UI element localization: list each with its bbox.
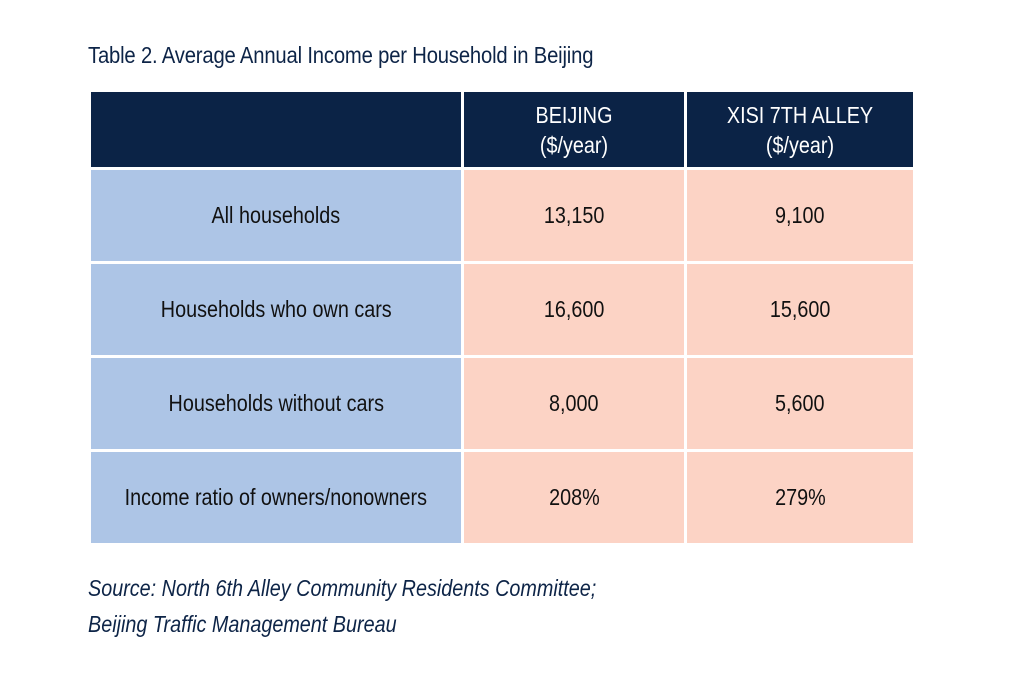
row-label-cell: All households bbox=[91, 170, 461, 261]
xisi-value: 279% bbox=[774, 484, 826, 510]
header-beijing-label: BEIJING bbox=[535, 101, 613, 128]
table-row: Households without cars 8,000 5,600 bbox=[91, 358, 913, 449]
row-label-cell: Households who own cars bbox=[91, 264, 461, 355]
xisi-value: 9,100 bbox=[775, 202, 825, 228]
xisi-value-cell: 15,600 bbox=[687, 264, 913, 355]
beijing-value: 16,600 bbox=[543, 296, 605, 322]
source-line-1: Source: North 6th Alley Community Reside… bbox=[88, 575, 597, 601]
beijing-value-cell: 13,150 bbox=[464, 170, 684, 261]
row-label: All households bbox=[211, 202, 341, 228]
source-line-2: Beijing Traffic Management Bureau bbox=[88, 611, 397, 637]
xisi-value-cell: 279% bbox=[687, 452, 913, 543]
income-table: BEIJING ($/year) XISI 7TH ALLEY ($/year)… bbox=[88, 89, 916, 546]
table-row: Households who own cars 16,600 15,600 bbox=[91, 264, 913, 355]
xisi-value: 5,600 bbox=[775, 390, 825, 416]
xisi-value-cell: 5,600 bbox=[687, 358, 913, 449]
header-xisi-label: XISI 7TH ALLEY bbox=[726, 101, 874, 128]
table-header-row: BEIJING ($/year) XISI 7TH ALLEY ($/year) bbox=[91, 92, 913, 167]
row-label: Income ratio of owners/nonowners bbox=[124, 484, 428, 510]
beijing-value: 8,000 bbox=[549, 390, 599, 416]
table-row: Income ratio of owners/nonowners 208% 27… bbox=[91, 452, 913, 543]
header-corner-cell bbox=[91, 92, 461, 167]
row-label: Households who own cars bbox=[160, 296, 392, 322]
table-row: All households 13,150 9,100 bbox=[91, 170, 913, 261]
beijing-value-cell: 8,000 bbox=[464, 358, 684, 449]
header-xisi-unit: ($/year) bbox=[765, 131, 835, 158]
source-note: Source: North 6th Alley Community Reside… bbox=[88, 570, 596, 642]
xisi-value: 15,600 bbox=[769, 296, 831, 322]
beijing-value: 208% bbox=[548, 484, 600, 510]
row-label-cell: Households without cars bbox=[91, 358, 461, 449]
header-beijing: BEIJING ($/year) bbox=[464, 92, 684, 167]
beijing-value: 13,150 bbox=[543, 202, 605, 228]
beijing-value-cell: 16,600 bbox=[464, 264, 684, 355]
row-label: Households without cars bbox=[168, 390, 384, 416]
beijing-value-cell: 208% bbox=[464, 452, 684, 543]
header-beijing-unit: ($/year) bbox=[539, 131, 609, 158]
xisi-value-cell: 9,100 bbox=[687, 170, 913, 261]
row-label-cell: Income ratio of owners/nonowners bbox=[91, 452, 461, 543]
table-title: Table 2. Average Annual Income per House… bbox=[88, 42, 594, 68]
header-xisi: XISI 7TH ALLEY ($/year) bbox=[687, 92, 913, 167]
